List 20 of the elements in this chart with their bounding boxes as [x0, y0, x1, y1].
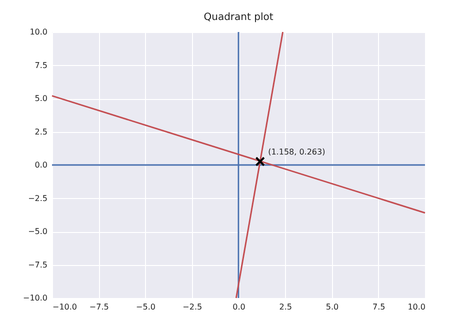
x-tick-label: −10.0 — [52, 302, 78, 312]
y-tick-label: −2.5 — [28, 194, 48, 203]
x-tick-label: 7.5 — [372, 302, 386, 312]
y-tick-label: 10.0 — [30, 28, 48, 36]
y-tick-label: 7.5 — [34, 60, 48, 70]
y-tick-label: 2.5 — [34, 127, 48, 136]
x-tick-label: −2.5 — [182, 302, 202, 312]
y-tick-label: 5.0 — [34, 94, 48, 103]
x-tick-label: −7.5 — [89, 302, 109, 312]
chart-title: Quadrant plot — [204, 12, 274, 23]
y-tick-label: −7.5 — [28, 260, 48, 270]
y-tick-label: 0.0 — [34, 160, 48, 170]
x-tick-label: −5.0 — [136, 302, 156, 312]
y-tick-label: −5.0 — [28, 227, 48, 236]
x-tick-label: 0.0 — [232, 302, 246, 312]
x-tick-label: 2.5 — [279, 302, 292, 312]
annotation: (1.158, 0.263) — [268, 148, 326, 156]
y-tick-label: −10.0 — [22, 294, 48, 302]
x-tick-label: 10.0 — [408, 302, 426, 312]
x-tick-label: 5.0 — [326, 302, 339, 312]
